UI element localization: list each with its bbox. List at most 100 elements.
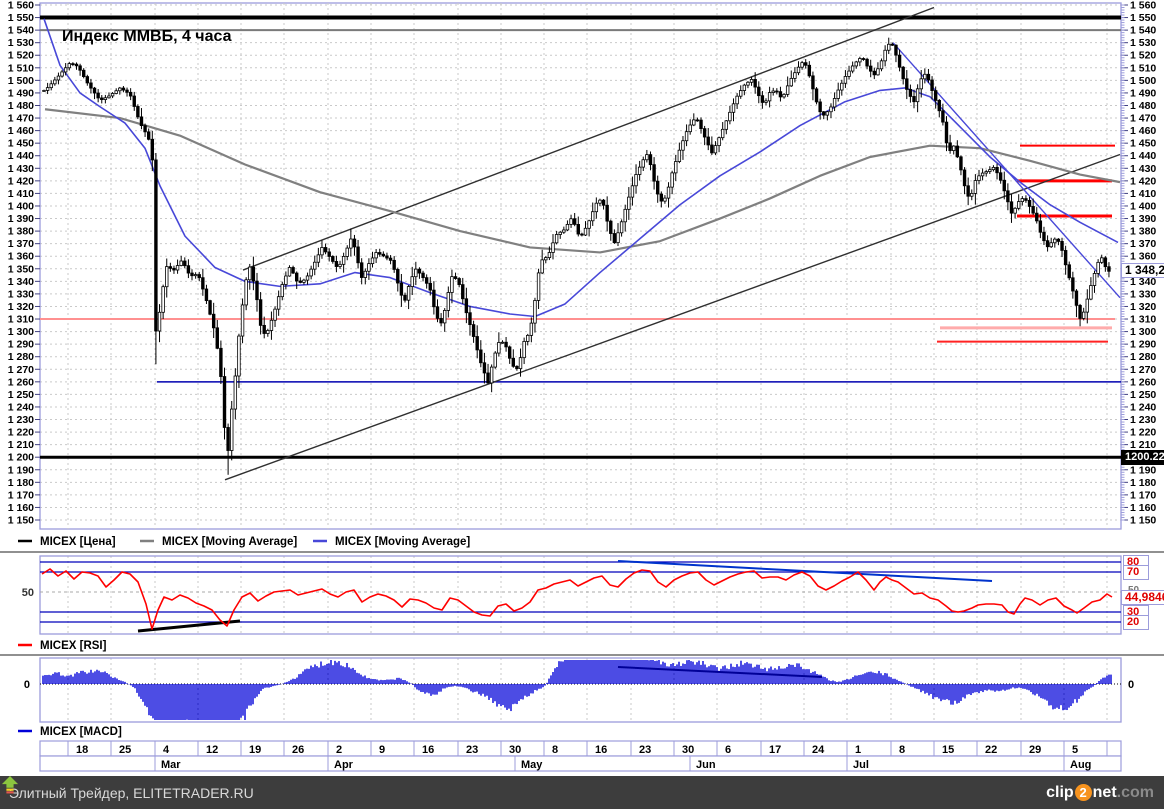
svg-text:1 190: 1 190	[8, 464, 34, 476]
price-candles	[42, 37, 1111, 475]
x-axis-months: Mar Apr May Jun Jul Aug	[39, 755, 1122, 772]
svg-text:1 500: 1 500	[1130, 75, 1156, 87]
svg-text:1 160: 1 160	[8, 502, 34, 514]
svg-text:1 360: 1 360	[8, 251, 34, 263]
logo-text-clip: clip	[1046, 783, 1074, 801]
rsi-line	[41, 568, 1113, 630]
svg-text:1 380: 1 380	[1130, 226, 1156, 238]
footer-credit: Элитный Трейдер, ELITETRADER.RU	[9, 784, 254, 801]
svg-text:24: 24	[812, 744, 825, 756]
svg-text:1 490: 1 490	[1130, 87, 1156, 99]
svg-text:26: 26	[292, 744, 304, 756]
rsi-panel: 5050	[22, 555, 1140, 635]
svg-text:1 170: 1 170	[8, 489, 34, 501]
legend-main: MICEX [Цена] MICEX [Moving Average] MICEX …	[18, 536, 470, 548]
svg-text:1 350: 1 350	[8, 263, 34, 275]
svg-text:1 560: 1 560	[8, 0, 34, 12]
svg-text:1 440: 1 440	[1130, 150, 1156, 162]
svg-text:1 250: 1 250	[8, 389, 34, 401]
svg-text:1 210: 1 210	[8, 439, 34, 451]
svg-text:1 370: 1 370	[1130, 238, 1156, 250]
svg-text:1: 1	[855, 744, 861, 756]
svg-text:1 330: 1 330	[8, 288, 34, 300]
svg-text:1 460: 1 460	[8, 125, 34, 137]
svg-text:MICEX [Moving Average]: MICEX [Moving Average]	[335, 536, 470, 548]
price-alert-label: 1200.22	[1121, 450, 1164, 465]
svg-text:1 230: 1 230	[1130, 414, 1156, 426]
svg-text:1 320: 1 320	[1130, 301, 1156, 313]
svg-text:9: 9	[379, 744, 385, 756]
svg-text:1 250: 1 250	[1130, 389, 1156, 401]
svg-text:1 450: 1 450	[8, 138, 34, 150]
svg-text:22: 22	[985, 744, 997, 756]
svg-text:May: May	[521, 759, 543, 771]
svg-text:18: 18	[76, 744, 88, 756]
svg-text:1 550: 1 550	[8, 12, 34, 24]
svg-text:1 290: 1 290	[8, 339, 34, 351]
svg-text:15: 15	[942, 744, 954, 756]
svg-text:1 330: 1 330	[1130, 288, 1156, 300]
svg-text:1 500: 1 500	[8, 75, 34, 87]
svg-text:1 160: 1 160	[1130, 502, 1156, 514]
svg-text:19: 19	[249, 744, 261, 756]
svg-text:1 380: 1 380	[8, 226, 34, 238]
svg-text:1 240: 1 240	[8, 401, 34, 413]
svg-text:1 520: 1 520	[8, 50, 34, 62]
svg-text:4: 4	[163, 744, 170, 756]
svg-text:1 270: 1 270	[8, 364, 34, 376]
svg-text:1 370: 1 370	[8, 238, 34, 250]
svg-text:16: 16	[422, 744, 434, 756]
svg-text:29: 29	[1029, 744, 1041, 756]
svg-text:50: 50	[22, 587, 34, 599]
legend-macd: MICEX [MACD]	[18, 726, 122, 738]
svg-text:Jun: Jun	[696, 759, 716, 771]
svg-text:0: 0	[24, 679, 30, 691]
svg-text:1 240: 1 240	[1130, 401, 1156, 413]
macd-histogram	[42, 660, 1112, 720]
x-axis-dates: 18 25 4 12 19 26 2 9 16 23 30 8 16 23 30 6 17 24 1 8 15 22 29 5	[39, 740, 1122, 757]
svg-text:1 150: 1 150	[1130, 515, 1156, 527]
svg-text:1 410: 1 410	[1130, 188, 1156, 200]
svg-text:25: 25	[119, 744, 131, 756]
footer-bar: Элитный Трейдер, ELITETRADER.RU clip 2 net…	[0, 776, 1164, 809]
svg-text:1 390: 1 390	[1130, 213, 1156, 225]
svg-text:1 540: 1 540	[1130, 25, 1156, 37]
svg-text:1 550: 1 550	[1130, 12, 1156, 24]
svg-text:2: 2	[336, 744, 342, 756]
svg-text:1 150: 1 150	[8, 515, 34, 527]
svg-text:1 290: 1 290	[1130, 339, 1156, 351]
svg-text:Mar: Mar	[161, 759, 181, 771]
svg-text:1 420: 1 420	[8, 175, 34, 187]
svg-text:1 320: 1 320	[8, 301, 34, 313]
svg-text:1 430: 1 430	[8, 163, 34, 175]
svg-text:17: 17	[769, 744, 781, 756]
logo-text-net: net	[1092, 783, 1117, 801]
svg-text:1 200: 1 200	[8, 452, 34, 464]
svg-text:MICEX [Цена]: MICEX [Цена]	[40, 536, 116, 548]
svg-text:1 270: 1 270	[1130, 364, 1156, 376]
svg-text:0: 0	[1128, 679, 1134, 691]
svg-text:1 220: 1 220	[8, 427, 34, 439]
svg-text:Aug: Aug	[1070, 759, 1091, 771]
logo-text-2: 2	[1074, 784, 1092, 801]
week-gridlines	[67, 3, 1108, 722]
svg-text:1 230: 1 230	[8, 414, 34, 426]
svg-text:1 510: 1 510	[8, 62, 34, 74]
rsi-level-label: 70	[1123, 565, 1149, 580]
svg-text:1 210: 1 210	[1130, 439, 1156, 451]
clip2net-logo: clip 2 net .com	[1, 776, 1154, 802]
svg-text:1 310: 1 310	[1130, 314, 1156, 326]
svg-text:1 260: 1 260	[1130, 376, 1156, 388]
svg-text:1 360: 1 360	[1130, 251, 1156, 263]
moving-average-slow	[44, 108, 1121, 254]
svg-text:1 300: 1 300	[1130, 326, 1156, 338]
svg-text:5: 5	[1072, 744, 1078, 756]
svg-text:16: 16	[595, 744, 607, 756]
svg-text:1 480: 1 480	[8, 100, 34, 112]
chart-title: Индекс ММВБ, 4 часа	[62, 28, 232, 45]
svg-text:1 530: 1 530	[1130, 37, 1156, 49]
logo-text-com: .com	[1116, 783, 1154, 801]
rsi-value-label: 44,9846	[1121, 590, 1164, 605]
svg-text:1 180: 1 180	[1130, 477, 1156, 489]
